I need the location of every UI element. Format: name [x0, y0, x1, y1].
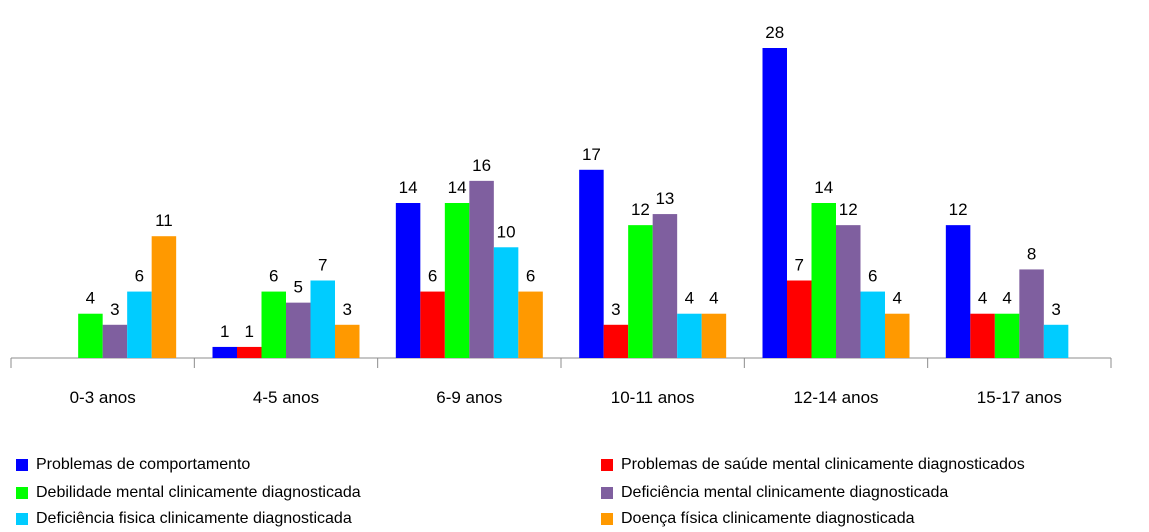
data-label: 14: [814, 178, 833, 197]
bar: [420, 291, 445, 358]
bar: [212, 346, 237, 358]
legend-item: Problemas de saúde mental clinicamente d…: [601, 456, 1025, 474]
bar: [335, 324, 360, 358]
bar: [261, 291, 286, 358]
legend-swatch-icon: [16, 513, 28, 525]
legend-label: Problemas de saúde mental clinicamente d…: [621, 456, 1025, 473]
data-label: 4: [893, 289, 902, 308]
bar: [677, 313, 702, 358]
bars: [78, 48, 1069, 358]
bar: [237, 346, 262, 358]
data-label: 6: [269, 267, 278, 286]
data-label: 7: [318, 256, 327, 275]
bar: [1019, 269, 1044, 358]
bar: [102, 324, 128, 358]
data-label: 16: [472, 156, 491, 175]
legend-item: Problemas de comportamento: [16, 456, 250, 474]
bar: [444, 203, 470, 358]
data-label: 12: [839, 200, 858, 219]
bar: [310, 280, 335, 358]
bar: [1043, 324, 1069, 358]
bar: [652, 214, 678, 358]
legend-swatch-icon: [601, 487, 613, 499]
data-label: 6: [428, 267, 437, 286]
legend-swatch-icon: [16, 459, 28, 471]
bar: [628, 225, 653, 358]
legend-item: Doença física clinicamente diagnosticada: [601, 510, 915, 528]
data-label: 13: [655, 189, 674, 208]
data-label: 6: [135, 267, 144, 286]
x-tick-labels: 0-3 anos 4-5 anos 6-9 anos 10-11 anos 12-14 …: [70, 388, 1062, 407]
data-label: 12: [949, 200, 968, 219]
legend-item: Deficiência mental clinicamente diagnost…: [601, 484, 948, 502]
legend-swatch-icon: [16, 487, 28, 499]
bar: [970, 313, 995, 358]
bar: [994, 313, 1020, 358]
bar: [469, 180, 494, 358]
data-label: 11: [155, 211, 173, 230]
bar: [493, 247, 519, 358]
x-tick-label: 10-11 anos: [611, 388, 695, 407]
x-tick-label: 6-9 anos: [436, 388, 502, 407]
legend: Problemas de comportamento Problemas de …: [0, 452, 1149, 532]
data-label: 14: [399, 178, 418, 197]
legend-label: Problemas de comportamento: [36, 456, 251, 473]
data-label: 3: [1051, 300, 1060, 319]
legend-label: Doença física clinicamente diagnosticada: [621, 510, 915, 527]
data-label: 3: [343, 300, 352, 319]
bar: [787, 280, 812, 358]
legend-item: Deficiência fisica clinicamente diagnost…: [16, 510, 352, 528]
data-label: 28: [765, 23, 784, 42]
data-label: 1: [220, 322, 229, 341]
data-label: 8: [1027, 244, 1036, 263]
legend-swatch-icon: [601, 513, 613, 525]
data-label: 4: [709, 289, 718, 308]
data-label: 4: [86, 289, 95, 308]
bar: [579, 169, 604, 358]
data-label: 12: [631, 200, 650, 219]
data-label: 6: [868, 267, 877, 286]
data-label: 3: [611, 300, 620, 319]
bar: [603, 324, 629, 358]
bar: [395, 203, 421, 358]
legend-swatch-icon: [601, 459, 613, 471]
data-label: 1: [245, 322, 254, 341]
legend-item: Debilidade mental clinicamente diagnosti…: [16, 484, 361, 502]
legend-label: Deficiência fisica clinicamente diagnost…: [36, 510, 352, 527]
bar: [945, 225, 971, 358]
bar: [885, 313, 910, 358]
data-label: 4: [1002, 289, 1011, 308]
bar: [762, 48, 787, 358]
bar: [286, 302, 311, 358]
bar: [127, 291, 152, 358]
x-tick-label: 12-14 anos: [793, 388, 878, 407]
data-label: 4: [978, 289, 987, 308]
data-label: 17: [582, 145, 601, 164]
bar: [78, 313, 103, 358]
x-axis: [10, 357, 1112, 368]
data-label: 7: [795, 256, 804, 275]
bar: [701, 313, 727, 358]
data-label: 5: [294, 278, 303, 297]
x-tick-label: 0-3 anos: [70, 388, 136, 407]
x-tick-label: 15-17 anos: [977, 388, 1062, 407]
bar: [518, 291, 543, 358]
data-label: 4: [685, 289, 694, 308]
legend-label: Deficiência mental clinicamente diagnost…: [621, 484, 949, 501]
bar: [811, 203, 836, 358]
bar: [151, 236, 177, 358]
bar: [860, 291, 885, 358]
x-tick-label: 4-5 anos: [253, 388, 319, 407]
data-label: 3: [110, 300, 119, 319]
legend-label: Debilidade mental clinicamente diagnosti…: [36, 484, 361, 501]
data-label: 6: [526, 267, 535, 286]
bar: [836, 225, 861, 358]
data-label: 14: [448, 178, 467, 197]
data-label: 10: [497, 222, 516, 241]
